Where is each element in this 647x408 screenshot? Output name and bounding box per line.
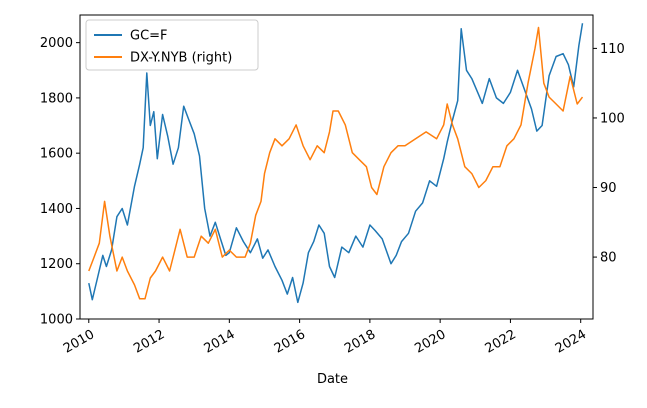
x-tick-label: 2014 [202,327,238,357]
y-axis-right: 80 90 100 110 [593,42,625,266]
series-line-dollar-index [88,26,584,300]
x-tick-label: 2022 [483,327,519,357]
y-right-tick-label: 110 [600,42,625,57]
plot-area-frame [79,14,594,320]
y-left-tick-label: 1800 [40,91,73,106]
x-axis-label: Date [317,372,348,387]
x-tick-label: 2012 [131,327,167,357]
x-tick-label: 2024 [553,327,589,357]
y-axis-left: 1000 1200 1400 1600 1800 2000 [40,36,80,328]
y-right-tick-label: 100 [600,111,625,126]
y-left-tick-label: 1400 [40,202,73,217]
legend-label: GC=F [130,29,168,44]
y-right-tick-label: 80 [600,251,617,266]
x-tick-label: 2018 [342,327,378,357]
y-right-tick-label: 90 [600,181,617,196]
legend: GC=F DX-Y.NYB (right) [85,19,259,71]
y-left-tick-label: 1600 [40,147,73,162]
y-left-tick-label: 2000 [40,36,73,51]
legend-box [85,19,259,71]
x-axis: 2010 2012 2014 2016 2018 2020 2022 2024 [61,319,589,357]
y-left-tick-label: 1000 [40,313,73,328]
y-left-tick-label: 1200 [40,257,73,272]
legend-label: DX-Y.NYB (right) [130,51,232,66]
x-tick-label: 2016 [272,327,308,357]
x-tick-label: 2010 [61,327,97,357]
series-line-gold [88,23,584,304]
x-tick-label: 2020 [412,327,448,357]
series-layer [88,23,584,304]
